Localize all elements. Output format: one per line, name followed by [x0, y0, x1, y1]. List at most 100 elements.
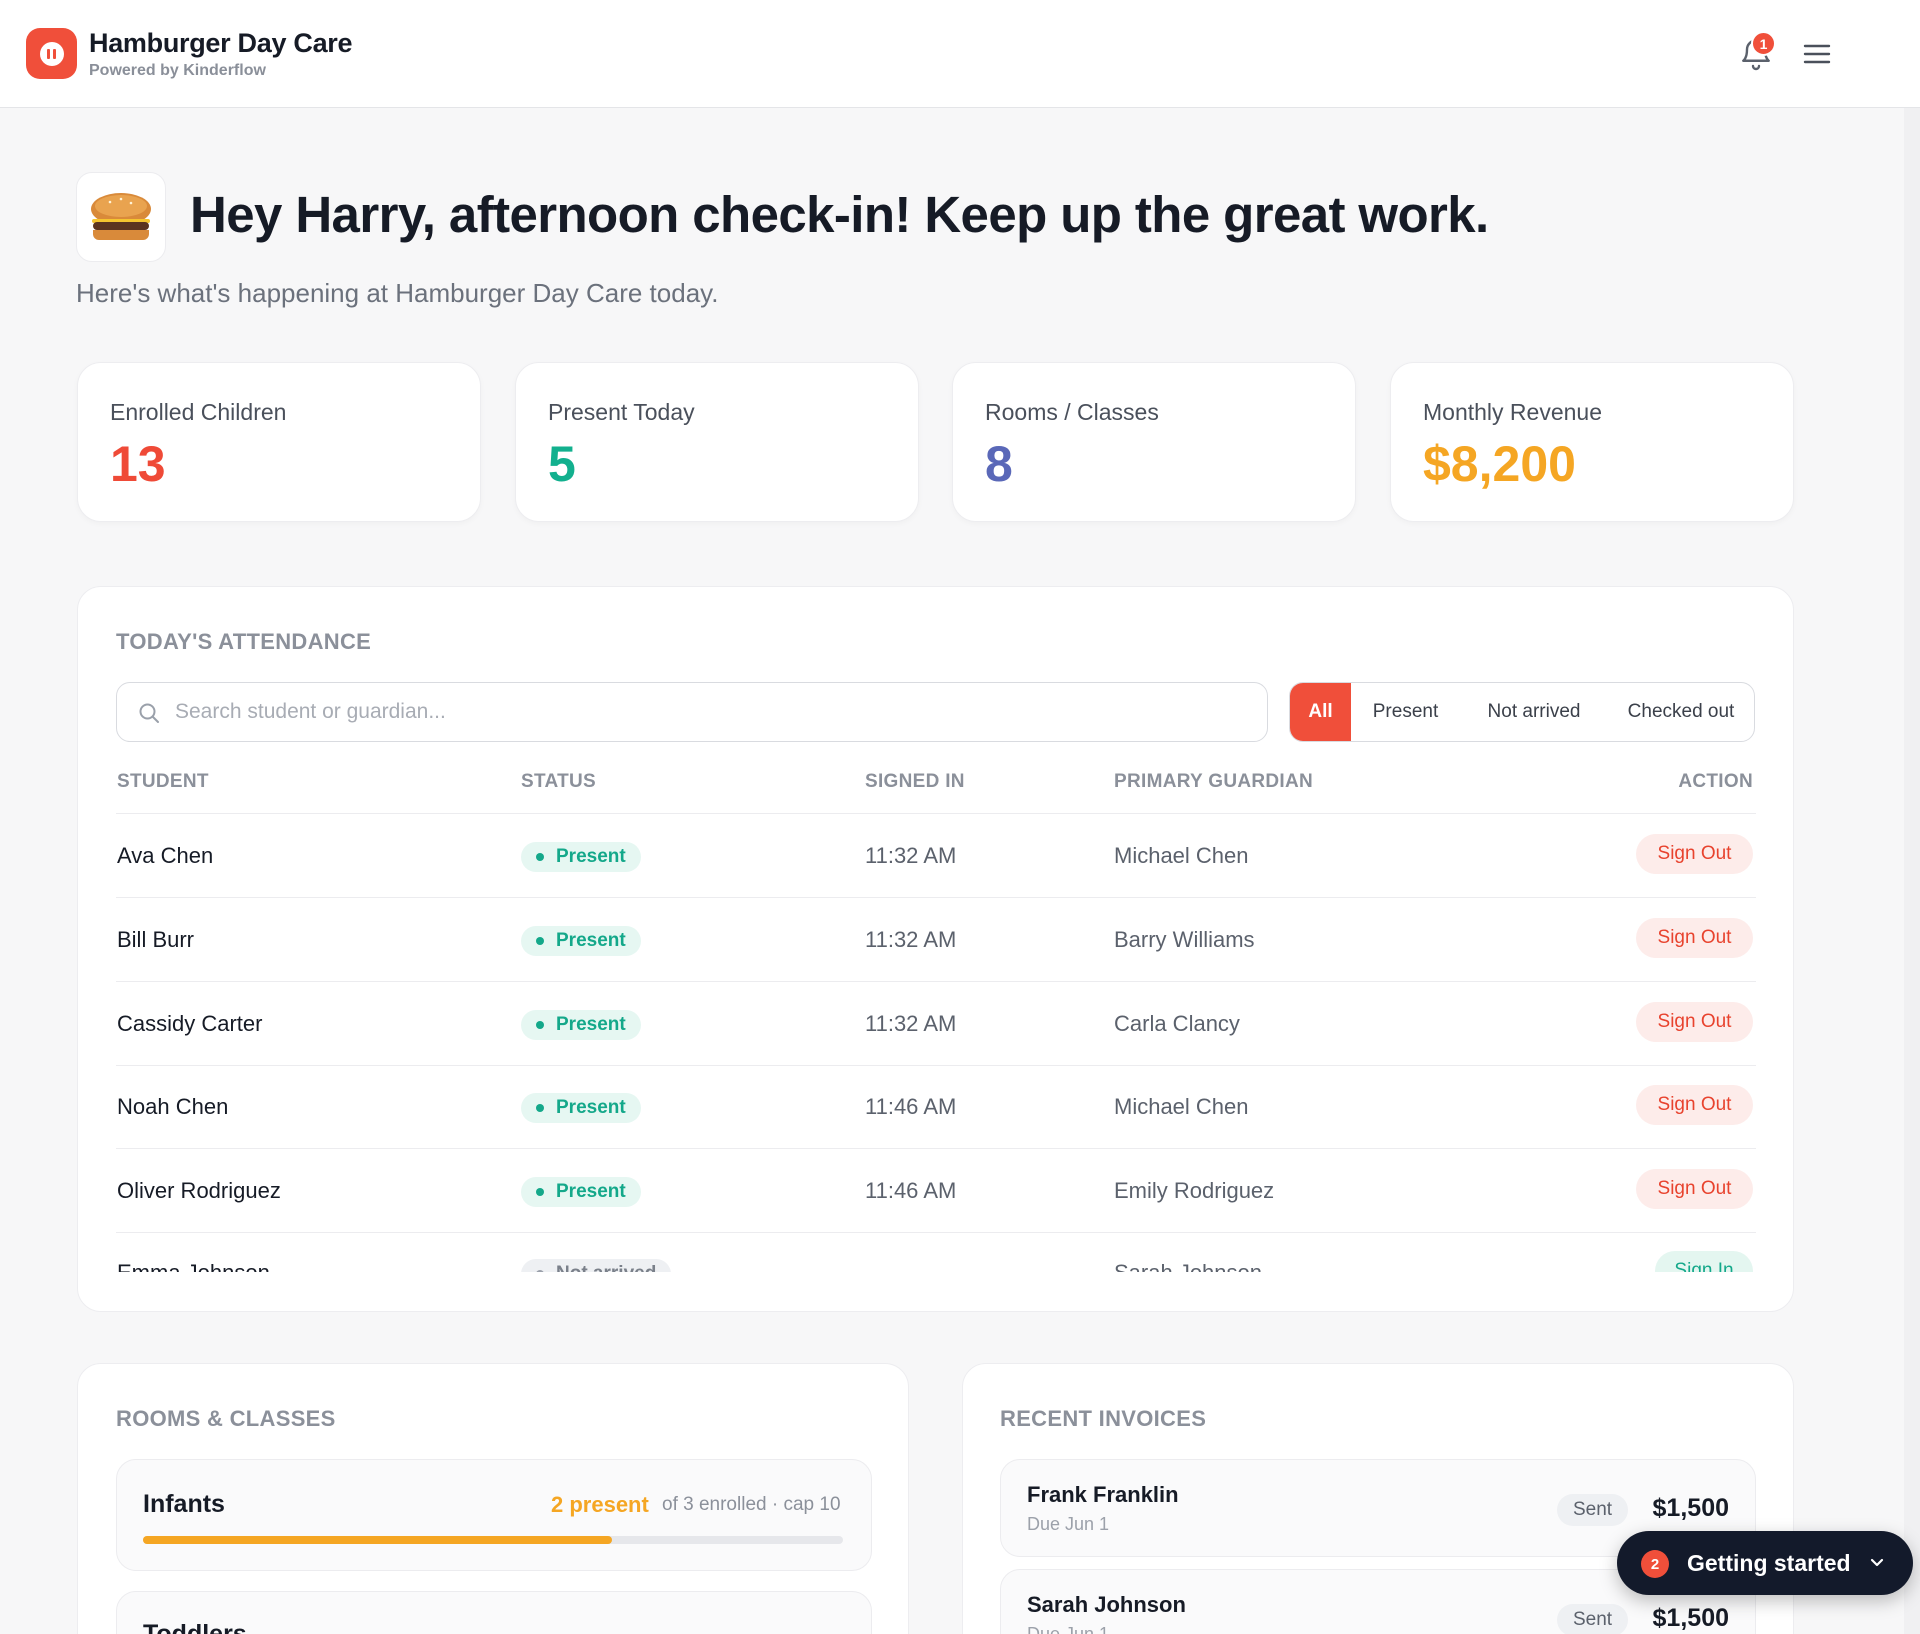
stat-value: $8,200 [1423, 436, 1576, 492]
column-header-signed-in[interactable]: SIGNED IN [865, 771, 965, 792]
page-title: Hey Harry, afternoon check-in! Keep up t… [190, 186, 1489, 243]
row-divider [116, 897, 1756, 898]
stat-value: 13 [110, 436, 166, 492]
status-label: Present [556, 1014, 626, 1035]
stat-card-revenue[interactable]: Monthly Revenue $8,200 [1390, 362, 1794, 522]
notification-badge: 1 [1751, 31, 1776, 56]
student-name: Emma Johnson [117, 1260, 270, 1272]
room-name: Toddlers [143, 1620, 247, 1634]
stat-card-enrolled[interactable]: Enrolled Children 13 [77, 362, 481, 522]
stat-value: 5 [548, 436, 576, 492]
sign-out-button[interactable]: Sign Out [1636, 1002, 1753, 1042]
row-divider [116, 981, 1756, 982]
stat-card-present[interactable]: Present Today 5 [515, 362, 919, 522]
column-header-action: ACTION [1678, 771, 1753, 792]
student-name: Oliver Rodriguez [117, 1178, 281, 1203]
invoice-item[interactable]: Frank Franklin Due Jun 1 Sent $1,500 [1000, 1459, 1756, 1557]
signed-in-time: 11:32 AM [865, 927, 957, 952]
stat-card-rooms[interactable]: Rooms / Classes 8 [952, 362, 1356, 522]
guardian-name: Michael Chen [1114, 1094, 1249, 1119]
chevron-down-icon [1870, 1558, 1884, 1567]
search-icon [139, 703, 159, 723]
room-progress-bar [143, 1536, 843, 1544]
status-badge: Present [521, 1093, 641, 1123]
getting-started-label: Getting started [1687, 1550, 1851, 1576]
status-badge: Present [521, 1010, 641, 1040]
filter-present[interactable]: Present [1372, 701, 1439, 722]
status-label: Present [556, 846, 626, 867]
status-label: Present [556, 1097, 626, 1118]
stat-label: Enrolled Children [110, 399, 287, 425]
status-badge: Not arrived [521, 1259, 672, 1272]
filter-all[interactable]: All [1290, 683, 1351, 741]
sign-in-button[interactable]: Sign In [1655, 1251, 1753, 1272]
page-subtitle: Here's what's happening at Hamburger Day… [76, 278, 719, 308]
invoice-due-date: Due Jun 1 [1027, 1624, 1110, 1634]
invoice-name: Frank Franklin [1027, 1482, 1179, 1507]
signed-in-time: 11:32 AM [865, 843, 957, 868]
sign-out-button[interactable]: Sign Out [1636, 834, 1753, 874]
search-placeholder: Search student or guardian... [175, 700, 446, 723]
stat-value: 8 [985, 436, 1013, 492]
status-label: Present [556, 930, 626, 951]
guardian-name: Carla Clancy [1114, 1011, 1240, 1036]
signed-in-time: 11:46 AM [865, 1094, 957, 1119]
invoice-amount: $1,500 [1652, 1494, 1729, 1522]
powered-by: Powered by Kinderflow [89, 62, 266, 79]
attendance-title: TODAY'S ATTENDANCE [116, 629, 372, 654]
signed-in-time: 11:32 AM [865, 1011, 957, 1036]
guardian-name: Sarah Johnson [1114, 1260, 1262, 1272]
row-divider [116, 1065, 1756, 1066]
attendance-table-body: Ava Chen Present 11:32 AM Michael Chen S… [116, 834, 1756, 1272]
status-filter-group: All Present Not arrived Checked out [1289, 682, 1755, 742]
sign-out-button[interactable]: Sign Out [1636, 1085, 1753, 1125]
room-present-count: 2 present [551, 1492, 649, 1517]
student-name: Ava Chen [117, 843, 214, 868]
status-badge: Present [521, 842, 641, 872]
app-name[interactable]: Hamburger Day Care [89, 28, 353, 58]
stat-label: Monthly Revenue [1423, 399, 1602, 425]
column-header-student[interactable]: STUDENT [117, 771, 209, 792]
sign-out-button[interactable]: Sign Out [1636, 1169, 1753, 1209]
invoice-item[interactable]: Sarah Johnson Due Jun 1 Sent $1,500 [1000, 1569, 1756, 1634]
status-label: Not arrived [556, 1263, 656, 1272]
column-header-guardian[interactable]: PRIMARY GUARDIAN [1114, 771, 1314, 792]
page-scrollbar[interactable] [1904, 108, 1920, 1634]
hamburger-emoji-icon [76, 172, 166, 262]
top-bar: Hamburger Day Care Powered by Kinderflow… [0, 0, 1920, 108]
getting-started-count: 2 [1641, 1550, 1669, 1578]
hamburger-menu-icon[interactable] [1802, 42, 1832, 66]
room-item-toddlers[interactable]: Toddlers [116, 1591, 872, 1634]
student-name: Noah Chen [117, 1094, 229, 1119]
sign-out-button[interactable]: Sign Out [1636, 918, 1753, 958]
invoice-name: Sarah Johnson [1027, 1592, 1186, 1617]
invoice-amount: $1,500 [1652, 1604, 1729, 1632]
room-enrollment-meta: of 3 enrolled · cap 10 [662, 1494, 841, 1515]
status-label: Present [556, 1181, 626, 1202]
signed-in-time: 11:46 AM [865, 1178, 957, 1203]
invoice-due-date: Due Jun 1 [1027, 1514, 1110, 1534]
table-divider [116, 813, 1756, 814]
rooms-title: ROOMS & CLASSES [116, 1406, 336, 1431]
room-progress-fill [143, 1536, 612, 1544]
guardian-name: Emily Rodriguez [1114, 1178, 1275, 1203]
guardian-name: Barry Williams [1114, 927, 1255, 952]
room-name: Infants [143, 1490, 225, 1518]
row-divider [116, 1232, 1756, 1233]
row-divider [116, 1148, 1756, 1149]
pause-logo-icon[interactable] [26, 28, 77, 79]
student-name: Cassidy Carter [117, 1011, 263, 1036]
invoice-status-badge: Sent [1557, 1604, 1629, 1634]
status-badge: Present [521, 926, 641, 956]
filter-not-arrived[interactable]: Not arrived [1487, 701, 1581, 722]
filter-checked-out[interactable]: Checked out [1627, 701, 1735, 722]
column-header-status[interactable]: STATUS [521, 771, 596, 792]
status-badge: Present [521, 1177, 641, 1207]
room-item-infants[interactable]: Infants 2 present of 3 enrolled · cap 10 [116, 1459, 872, 1571]
getting-started-button[interactable]: 2 Getting started [1617, 1531, 1913, 1595]
search-input[interactable]: Search student or guardian... [116, 682, 1268, 742]
guardian-name: Michael Chen [1114, 843, 1249, 868]
student-name: Bill Burr [117, 927, 195, 952]
stat-label: Rooms / Classes [985, 399, 1159, 425]
stat-label: Present Today [548, 399, 695, 425]
